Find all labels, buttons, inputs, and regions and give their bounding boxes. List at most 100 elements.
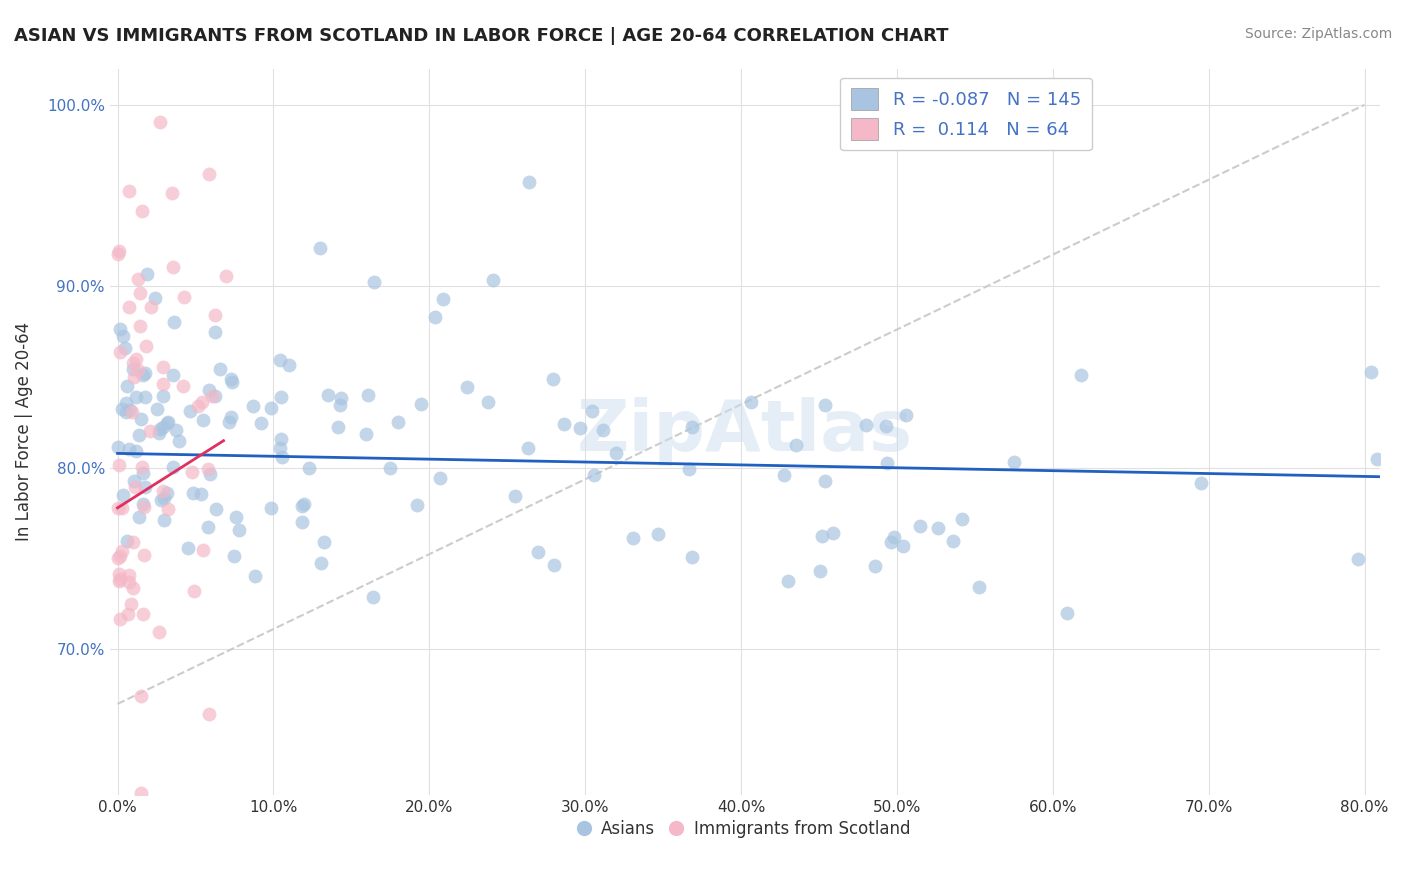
Point [183, 584, 205, 599]
Point [406, 498, 429, 512]
Point [193, 543, 215, 558]
Point [156, 502, 179, 516]
Point [122, 534, 145, 549]
Point [115, 534, 138, 549]
Point [950, 512, 973, 526]
Point [1189, 476, 1212, 491]
Point [134, 367, 156, 381]
Point [114, 341, 136, 355]
Point [883, 530, 905, 544]
Point [681, 419, 703, 434]
Point [127, 362, 149, 376]
Point [121, 582, 143, 596]
Point [517, 175, 540, 189]
Point [152, 376, 174, 391]
Point [120, 402, 142, 417]
Point [477, 394, 499, 409]
Point [221, 410, 243, 425]
Point [411, 397, 433, 411]
Point [482, 273, 505, 287]
Point [118, 185, 141, 199]
Point [200, 467, 222, 481]
Point [122, 474, 145, 488]
Point [814, 474, 837, 488]
Point [329, 398, 352, 412]
Point [927, 521, 949, 535]
Point [894, 409, 917, 423]
Point [309, 556, 332, 570]
Point [179, 403, 201, 417]
Point [908, 518, 931, 533]
Point [553, 417, 575, 431]
Point [387, 415, 409, 429]
Point [270, 450, 292, 464]
Point [329, 391, 352, 405]
Point [148, 115, 170, 129]
Point [110, 572, 132, 586]
Point [156, 415, 179, 429]
Point [152, 483, 174, 498]
Point [270, 432, 292, 446]
Point [291, 515, 314, 529]
Point [811, 529, 834, 543]
Point [242, 399, 264, 413]
Point [190, 487, 212, 501]
Point [160, 186, 183, 201]
Point [107, 501, 129, 516]
Point [527, 545, 550, 559]
Point [148, 425, 170, 440]
Point [785, 437, 807, 451]
Point [357, 388, 380, 402]
Point [505, 489, 527, 503]
Point [308, 241, 330, 255]
Point [114, 396, 136, 410]
Point [425, 310, 447, 324]
Point [876, 456, 898, 470]
Point [316, 387, 339, 401]
Y-axis label: In Labor Force | Age 20-64: In Labor Force | Age 20-64 [15, 322, 32, 541]
Point [112, 488, 135, 502]
Point [191, 413, 214, 427]
Point [118, 575, 141, 590]
Point [117, 607, 139, 621]
Point [155, 416, 177, 430]
Point [260, 501, 283, 516]
Point [218, 416, 240, 430]
Point [778, 574, 800, 589]
Point [112, 329, 135, 343]
Point [198, 706, 221, 721]
Point [149, 422, 172, 436]
Point [128, 285, 150, 300]
Point [219, 372, 242, 386]
Point [197, 462, 219, 476]
Point [740, 395, 762, 409]
Point [290, 499, 312, 513]
Point [125, 391, 148, 405]
Point [432, 293, 454, 307]
Point [863, 559, 886, 574]
Point [129, 319, 152, 334]
Point [177, 541, 200, 556]
Point [183, 486, 205, 500]
Point [108, 797, 131, 811]
Point [131, 459, 153, 474]
Point [891, 539, 914, 553]
Point [808, 564, 831, 578]
Point [131, 203, 153, 218]
Point [153, 491, 176, 505]
Point [880, 535, 903, 549]
Point [149, 493, 172, 508]
Point [107, 247, 129, 261]
Point [259, 401, 281, 415]
Point [162, 368, 184, 382]
Point [543, 558, 565, 573]
Point [582, 467, 605, 482]
Point [146, 401, 169, 416]
Point [312, 535, 335, 549]
Point [363, 275, 385, 289]
Point [134, 500, 156, 514]
Point [942, 534, 965, 549]
Point [118, 567, 141, 582]
Point [107, 458, 129, 472]
Point [108, 345, 131, 359]
